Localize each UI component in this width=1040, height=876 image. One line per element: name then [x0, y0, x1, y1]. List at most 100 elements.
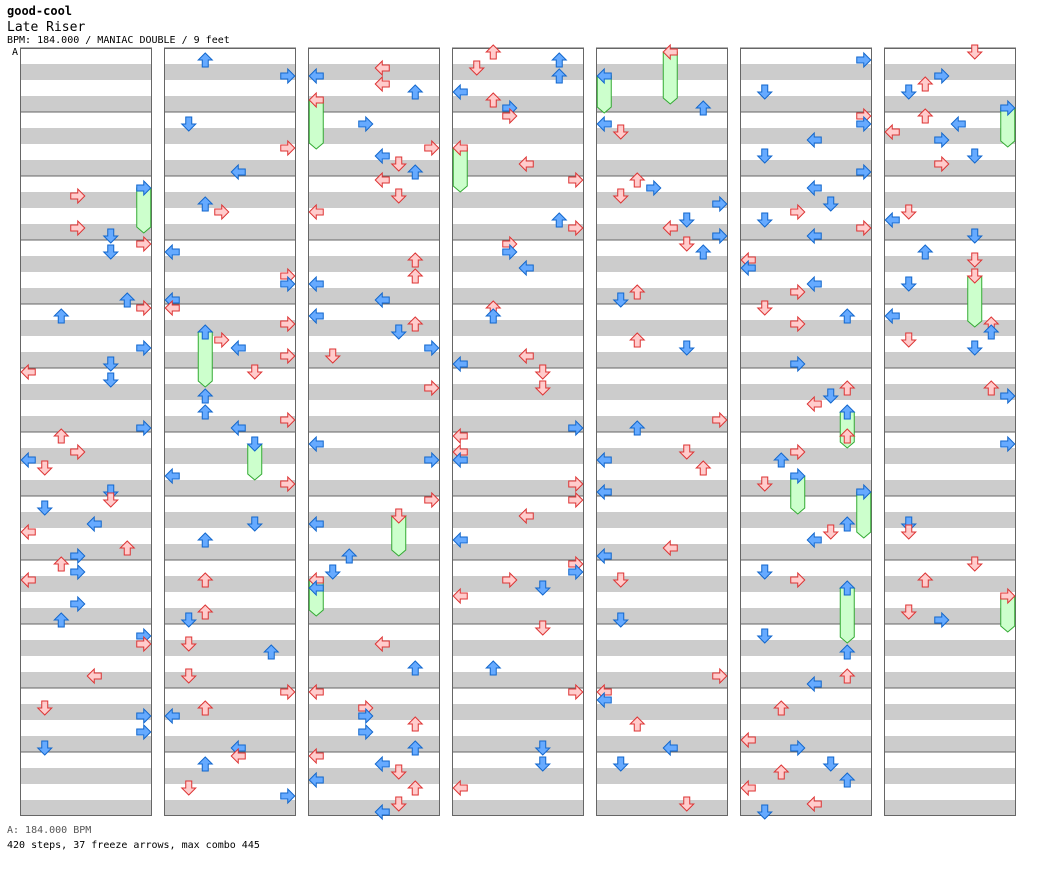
- step-arrow: [197, 388, 214, 404]
- beat-stripe: [452, 192, 584, 208]
- beat-stripe: [596, 368, 728, 384]
- step-arrow: [20, 523, 36, 541]
- step-arrow: [119, 540, 136, 556]
- step-arrow: [324, 564, 341, 580]
- beat-stripe: [308, 608, 440, 624]
- beat-stripe: [164, 768, 296, 784]
- chart-column: [884, 44, 1016, 816]
- step-arrow: [230, 339, 246, 357]
- beat-stripe: [596, 208, 728, 224]
- step-arrow: [119, 292, 136, 308]
- beat-stripe: [740, 368, 872, 384]
- beat-stripe: [452, 464, 584, 480]
- beat-stripe: [884, 576, 1016, 592]
- beat-stripe: [164, 144, 296, 160]
- beat-stripe: [596, 592, 728, 608]
- beat-stripe: [596, 448, 728, 464]
- step-arrow: [756, 84, 773, 100]
- step-arrow: [596, 115, 612, 133]
- step-arrow: [70, 443, 86, 461]
- beat-stripe: [164, 432, 296, 448]
- step-arrow: [407, 660, 424, 676]
- beat-stripe: [596, 112, 728, 128]
- step-arrow: [756, 212, 773, 228]
- step-arrow: [374, 635, 390, 653]
- step-arrow: [662, 219, 678, 237]
- beat-stripe: [740, 176, 872, 192]
- chart-column: [308, 47, 440, 821]
- beat-stripe: [884, 80, 1016, 96]
- beat-stripe: [164, 128, 296, 144]
- step-arrow: [629, 332, 646, 348]
- step-arrow: [839, 772, 856, 788]
- beat-stripe: [164, 64, 296, 80]
- step-arrow: [102, 356, 119, 372]
- step-arrow: [950, 115, 966, 133]
- step-arrow: [280, 67, 296, 85]
- beat-stripe: [596, 304, 728, 320]
- beat-stripe: [596, 288, 728, 304]
- beat-stripe: [308, 272, 440, 288]
- beat-stripe: [740, 592, 872, 608]
- beat-stripe: [308, 192, 440, 208]
- beat-stripe: [20, 464, 152, 480]
- step-arrow: [934, 131, 950, 149]
- step-arrow: [374, 755, 390, 773]
- step-arrow: [308, 683, 324, 701]
- beat-stripe: [452, 384, 584, 400]
- beat-stripe: [452, 352, 584, 368]
- step-arrow: [197, 532, 214, 548]
- beat-stripe: [164, 192, 296, 208]
- beat-stripe: [308, 784, 440, 800]
- step-arrow: [790, 571, 806, 589]
- step-arrow: [136, 299, 152, 317]
- beat-stripe: [164, 736, 296, 752]
- beat-stripe: [740, 384, 872, 400]
- step-arrow: [917, 108, 934, 124]
- step-arrow: [180, 612, 197, 628]
- step-arrow: [502, 107, 518, 125]
- beat-stripe: [740, 528, 872, 544]
- step-arrow: [568, 683, 584, 701]
- column-border: [740, 48, 872, 816]
- beat-stripe: [596, 144, 728, 160]
- beat-stripe: [308, 768, 440, 784]
- step-arrow: [197, 404, 214, 420]
- beat-stripe: [164, 400, 296, 416]
- beat-stripe: [308, 208, 440, 224]
- beat-stripe: [596, 64, 728, 80]
- beat-stripe: [452, 656, 584, 672]
- step-arrow: [917, 572, 934, 588]
- beat-stripe: [20, 352, 152, 368]
- beat-stripe: [596, 400, 728, 416]
- column-border: [20, 48, 152, 816]
- beat-stripe: [308, 368, 440, 384]
- beat-stripe: [452, 448, 584, 464]
- beat-stripe: [596, 48, 728, 64]
- step-arrow: [390, 188, 407, 204]
- beat-stripe: [20, 80, 152, 96]
- step-arrow: [773, 452, 790, 468]
- beat-stripe: [884, 144, 1016, 160]
- step-arrow: [452, 427, 468, 445]
- step-arrow: [1000, 99, 1016, 117]
- beat-stripe: [452, 320, 584, 336]
- step-arrow: [308, 771, 324, 789]
- beat-stripe: [740, 352, 872, 368]
- step-arrow: [308, 307, 324, 325]
- step-arrow: [900, 276, 917, 292]
- beat-stripe: [884, 688, 1016, 704]
- beat-stripe: [884, 272, 1016, 288]
- step-arrow: [20, 451, 36, 469]
- beat-stripe: [884, 480, 1016, 496]
- beat-stripe: [308, 160, 440, 176]
- beat-stripe: [308, 448, 440, 464]
- step-arrow: [612, 292, 629, 308]
- beat-stripe: [596, 784, 728, 800]
- step-arrow: [596, 451, 612, 469]
- step-arrow: [629, 284, 646, 300]
- beat-stripe: [596, 608, 728, 624]
- beat-stripe: [452, 112, 584, 128]
- beat-stripe: [884, 736, 1016, 752]
- step-arrow: [180, 636, 197, 652]
